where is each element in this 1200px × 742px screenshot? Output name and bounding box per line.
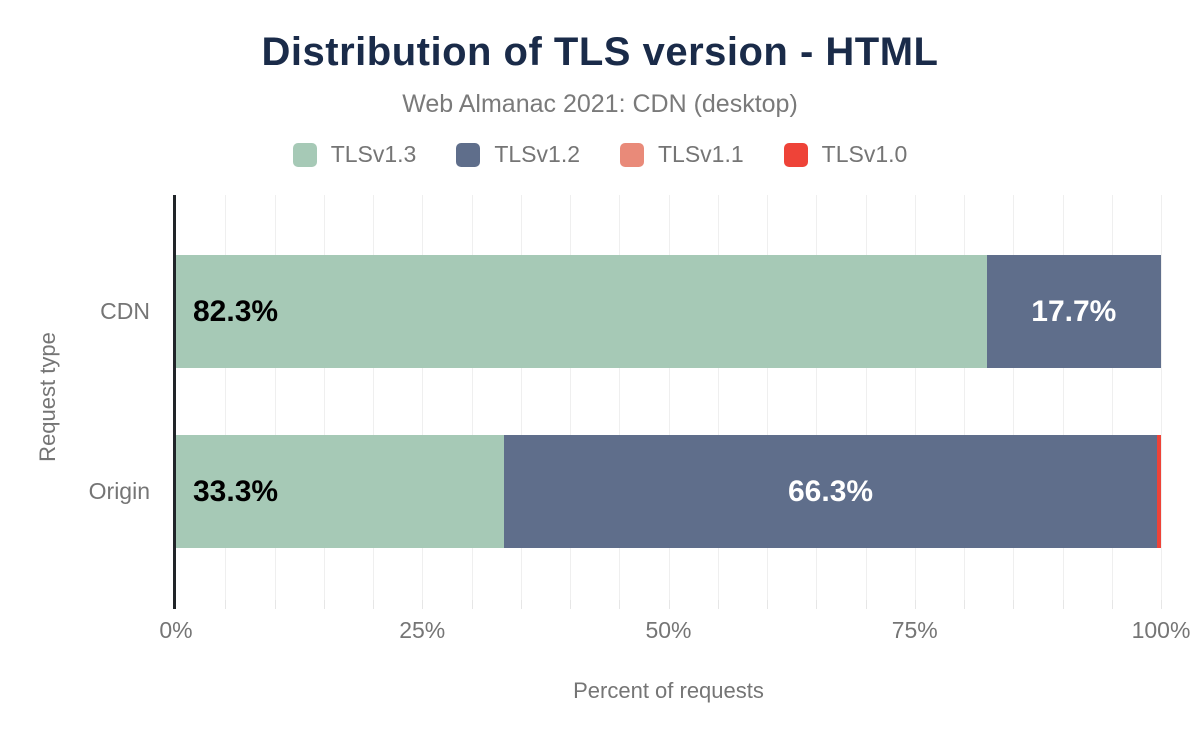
legend-label: TLSv1.2 bbox=[494, 141, 580, 167]
tick-mark bbox=[225, 600, 227, 609]
tick-mark bbox=[865, 600, 867, 609]
tick-mark bbox=[422, 600, 424, 609]
chart-subtitle: Web Almanac 2021: CDN (desktop) bbox=[402, 90, 798, 118]
tick-mark bbox=[274, 600, 276, 609]
legend-label: TLSv1.0 bbox=[821, 141, 908, 167]
gridline bbox=[668, 195, 670, 600]
bar-segment-origin-tlsv1-2[interactable]: 66.3% bbox=[504, 435, 1158, 548]
category-label-origin: Origin bbox=[88, 478, 150, 504]
gridline bbox=[619, 195, 621, 600]
gridline bbox=[422, 195, 424, 600]
gridline bbox=[570, 195, 571, 600]
tick-mark bbox=[520, 600, 522, 609]
tick-mark bbox=[323, 600, 325, 609]
tick-mark bbox=[1062, 600, 1064, 609]
legend-swatch-icon bbox=[292, 142, 317, 167]
legend-item-tlsv1-0: TLSv1.0 bbox=[783, 141, 908, 168]
x-tick-label-0: 0% bbox=[159, 617, 193, 643]
tick-mark bbox=[668, 600, 670, 609]
tick-mark bbox=[767, 600, 768, 609]
tick-mark bbox=[964, 600, 965, 609]
legend: TLSv1.3 TLSv1.2 TLSv1.1 TLSv1.0 bbox=[0, 141, 1200, 168]
y-axis-line bbox=[173, 195, 176, 609]
x-tick-label-25: 25% bbox=[399, 617, 446, 643]
chart-title: Distribution of TLS version - HTML bbox=[261, 30, 939, 74]
gridline bbox=[520, 195, 522, 600]
bar-value-label: 17.7% bbox=[1031, 294, 1117, 328]
gridline bbox=[1013, 195, 1015, 600]
legend-label: TLSv1.1 bbox=[658, 141, 744, 167]
tick-mark bbox=[816, 600, 818, 609]
gridline bbox=[1062, 195, 1064, 600]
legend-item-tlsv1-1: TLSv1.1 bbox=[620, 141, 744, 168]
tick-mark bbox=[619, 600, 621, 609]
tick-mark bbox=[1111, 600, 1113, 609]
category-label-cdn: CDN bbox=[100, 298, 150, 324]
bar-segment-cdn-tlsv1-3[interactable]: 82.3% bbox=[176, 255, 987, 368]
bar-value-label: 33.3% bbox=[193, 474, 279, 508]
gridline bbox=[471, 195, 473, 600]
gridline bbox=[1111, 195, 1113, 600]
bar-value-label: 82.3% bbox=[193, 294, 279, 328]
gridline bbox=[323, 195, 325, 600]
x-tick-label-50: 50% bbox=[645, 617, 692, 643]
bar-segment-origin-tlsv1-0[interactable] bbox=[1157, 435, 1161, 548]
gridline bbox=[225, 195, 227, 600]
x-axis-title: Percent of requests bbox=[573, 678, 764, 703]
x-axis-ticks: 0% 25% 50% 75% 100% bbox=[159, 617, 1190, 645]
bar-row-cdn: 82.3% 17.7% bbox=[176, 255, 1161, 368]
gridline bbox=[717, 195, 719, 600]
legend-item-tlsv1-2: TLSv1.2 bbox=[456, 141, 580, 168]
bar-segment-cdn-tlsv1-2[interactable]: 17.7% bbox=[986, 255, 1161, 368]
tick-mark bbox=[471, 600, 473, 609]
tick-mark bbox=[717, 600, 719, 609]
legend-label: TLSv1.3 bbox=[330, 141, 417, 167]
legend-swatch-icon bbox=[620, 142, 644, 167]
gridline bbox=[964, 195, 965, 600]
gridline bbox=[1161, 195, 1162, 600]
tick-mark bbox=[373, 600, 374, 609]
bar-segment-origin-tlsv1-3[interactable]: 33.3% bbox=[176, 435, 504, 548]
tick-mark bbox=[1161, 600, 1162, 609]
gridline bbox=[373, 195, 374, 600]
legend-swatch-icon bbox=[456, 142, 481, 167]
x-tick-label-100: 100% bbox=[1131, 617, 1191, 643]
plot-area: 82.3% 17.7% CDN 33.3% 66.3% Origin bbox=[89, 195, 1162, 609]
gridline bbox=[914, 195, 916, 600]
gridline bbox=[274, 195, 276, 600]
gridline bbox=[816, 195, 818, 600]
bar-value-label: 66.3% bbox=[787, 474, 874, 508]
x-tick-label-75: 75% bbox=[891, 617, 938, 643]
tick-mark bbox=[914, 600, 916, 609]
y-axis-title: Request type bbox=[35, 332, 60, 462]
gridline bbox=[767, 195, 768, 600]
gridline bbox=[865, 195, 867, 600]
tick-mark bbox=[570, 600, 571, 609]
tick-mark bbox=[1013, 600, 1015, 609]
bar-row-origin: 33.3% 66.3% bbox=[176, 435, 1161, 548]
legend-swatch-icon bbox=[783, 142, 808, 167]
legend-item-tlsv1-3: TLSv1.3 bbox=[292, 141, 417, 168]
